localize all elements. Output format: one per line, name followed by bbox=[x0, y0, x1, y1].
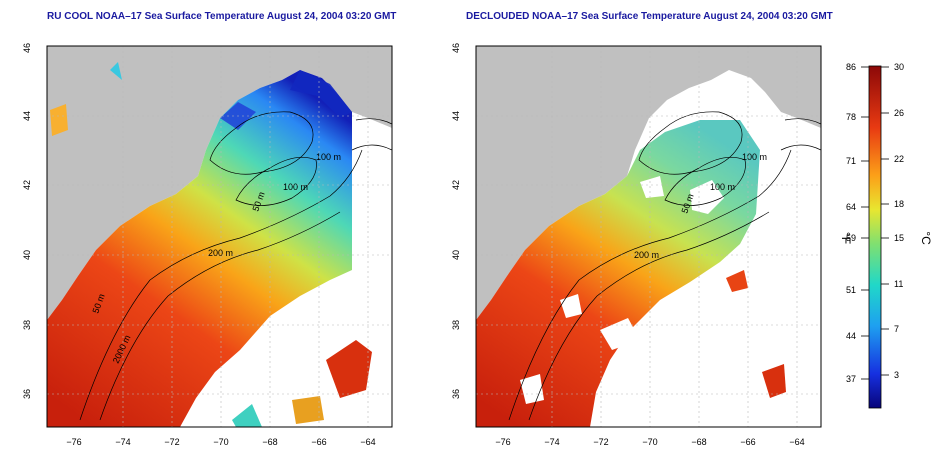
y-tick-label: 46 bbox=[451, 43, 461, 53]
c-tick-label: 11 bbox=[894, 279, 903, 289]
right-y-axis-ticks: 36 38 40 42 44 46 bbox=[451, 43, 461, 399]
right-land-mass bbox=[476, 46, 821, 320]
right-contour-label: 100 m bbox=[710, 182, 735, 192]
left-contour-label: 100 m bbox=[316, 152, 341, 162]
right-map-title: DECLOUDED NOAA–17 Sea Surface Temperatur… bbox=[466, 11, 833, 22]
f-tick-label: 59 bbox=[846, 233, 856, 243]
x-tick-label: −66 bbox=[740, 437, 755, 447]
x-tick-label: −68 bbox=[691, 437, 706, 447]
c-tick-label: 18 bbox=[894, 199, 904, 209]
x-tick-label: −70 bbox=[642, 437, 657, 447]
x-tick-label: −64 bbox=[360, 437, 375, 447]
y-tick-label: 40 bbox=[451, 250, 461, 260]
left-nova-scotia bbox=[340, 54, 392, 100]
y-tick-label: 46 bbox=[22, 43, 32, 53]
c-tick-label: 3 bbox=[894, 370, 899, 380]
left-bathymetry-contours bbox=[79, 111, 392, 421]
left-land-mass bbox=[47, 46, 392, 320]
right-sst-map bbox=[476, 46, 821, 427]
f-tick-label: 71 bbox=[846, 156, 856, 166]
x-tick-label: −76 bbox=[66, 437, 81, 447]
f-tick-label: 78 bbox=[846, 112, 856, 122]
left-y-axis-ticks: 36 38 40 42 44 46 bbox=[22, 43, 32, 399]
y-tick-label: 36 bbox=[22, 389, 32, 399]
right-x-axis-ticks: −76 −74 −72 −70 −68 −66 −64 bbox=[495, 437, 804, 447]
y-tick-label: 42 bbox=[22, 180, 32, 190]
y-tick-label: 42 bbox=[451, 180, 461, 190]
x-tick-label: −74 bbox=[115, 437, 130, 447]
colorbar-ticks bbox=[861, 66, 889, 380]
c-tick-label: 7 bbox=[894, 324, 899, 334]
x-tick-label: −70 bbox=[213, 437, 228, 447]
right-grid bbox=[476, 46, 821, 427]
right-bathymetry-contours bbox=[508, 111, 821, 421]
f-tick-label: 37 bbox=[846, 374, 856, 384]
fahrenheit-ticks: 86 78 71 64 59 51 44 37 bbox=[846, 62, 856, 384]
x-tick-label: −76 bbox=[495, 437, 510, 447]
left-contour-label: 200 m bbox=[208, 248, 233, 258]
y-tick-label: 36 bbox=[451, 389, 461, 399]
c-tick-label: 30 bbox=[894, 62, 904, 72]
f-tick-label: 44 bbox=[846, 331, 856, 341]
y-tick-label: 38 bbox=[451, 320, 461, 330]
right-sst-field bbox=[476, 120, 760, 427]
celsius-unit-label: °C bbox=[919, 231, 933, 245]
colorbar-scale bbox=[868, 65, 882, 409]
x-tick-label: −72 bbox=[164, 437, 179, 447]
left-sst-map bbox=[47, 46, 392, 427]
left-grid bbox=[47, 46, 392, 427]
y-tick-label: 40 bbox=[22, 250, 32, 260]
f-tick-label: 86 bbox=[846, 62, 856, 72]
x-tick-label: −74 bbox=[544, 437, 559, 447]
f-tick-label: 51 bbox=[846, 285, 856, 295]
left-contour-label: 100 m bbox=[283, 182, 308, 192]
x-tick-label: −72 bbox=[593, 437, 608, 447]
x-tick-label: −66 bbox=[311, 437, 326, 447]
x-tick-label: −68 bbox=[262, 437, 277, 447]
right-contour-label: 100 m bbox=[742, 152, 767, 162]
c-tick-label: 22 bbox=[894, 154, 904, 164]
left-map-frame bbox=[46, 45, 393, 428]
y-tick-label: 44 bbox=[451, 111, 461, 121]
c-tick-label: 26 bbox=[894, 108, 904, 118]
temperature-colorbar: 86 78 71 64 59 51 44 37 30 26 22 18 15 1… bbox=[839, 62, 933, 409]
fahrenheit-unit-label: °F bbox=[839, 232, 853, 244]
c-tick-label: 15 bbox=[894, 233, 904, 243]
celsius-ticks: 30 26 22 18 15 11 7 3 bbox=[894, 62, 904, 380]
right-map-frame bbox=[475, 45, 822, 428]
y-tick-label: 38 bbox=[22, 320, 32, 330]
x-tick-label: −64 bbox=[789, 437, 804, 447]
f-tick-label: 64 bbox=[846, 202, 856, 212]
y-tick-label: 44 bbox=[22, 111, 32, 121]
left-x-axis-ticks: −76 −74 −72 −70 −68 −66 −64 bbox=[66, 437, 375, 447]
left-map-title: RU COOL NOAA–17 Sea Surface Temperature … bbox=[47, 11, 397, 22]
